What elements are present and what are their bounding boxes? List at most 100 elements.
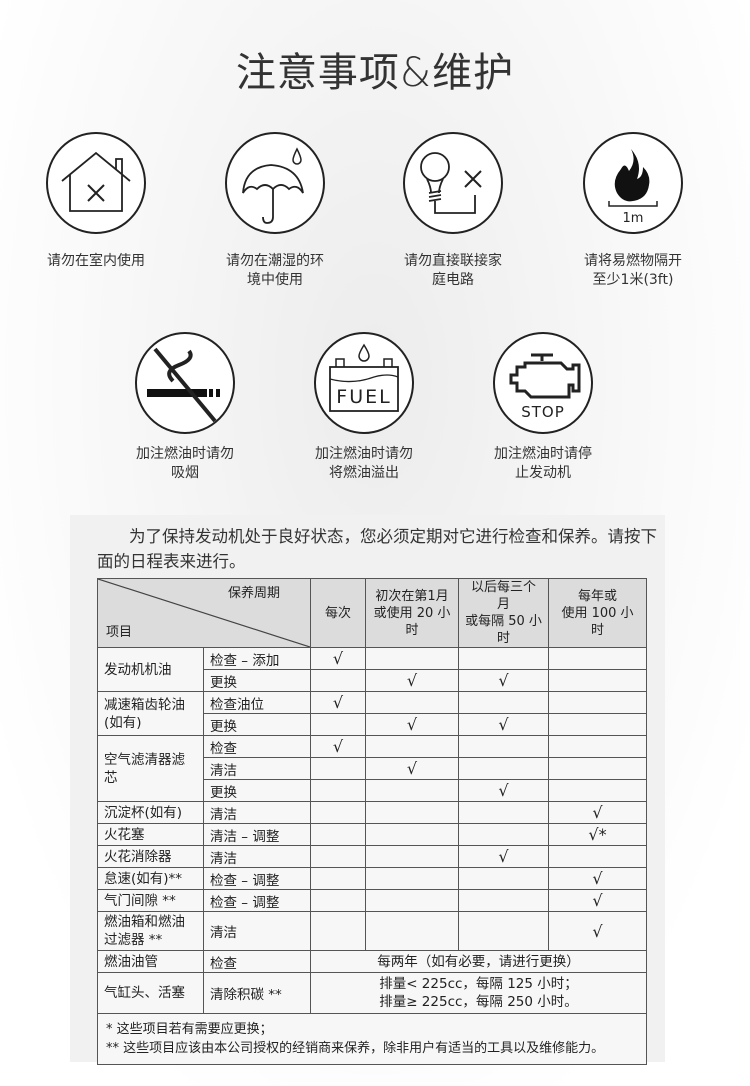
caption-line: 将燃油溢出: [329, 465, 399, 481]
action-cell: 更换: [203, 669, 311, 692]
empty-cell: [365, 647, 459, 670]
period-label: 保养周期: [227, 586, 280, 601]
caption-line: 加注燃油时请停: [494, 446, 592, 462]
notes-cell: * 这些项目若有需要应更换； ** 这些项目应该由本公司授权的经销商来保养，除非用…: [97, 1013, 647, 1065]
table-row: 空气滤清器滤芯 检查 √: [97, 735, 647, 802]
item-cell: 减速箱齿轮油(如有): [97, 691, 204, 736]
check-mark-cell: √: [548, 889, 647, 912]
interval-line: 排量< 225cc，每隔 125 小时；: [379, 976, 578, 992]
empty-cell: [548, 691, 647, 714]
column-header-line: 或每隔 50 小时: [465, 614, 542, 646]
warning-caption: 加注燃油时请勿 将燃油溢出: [289, 445, 439, 483]
item-cell: 火花塞: [97, 823, 204, 846]
action-cell: 更换: [203, 779, 311, 802]
empty-cell: [310, 823, 366, 846]
table-row: 燃油油管 检查 每两年（如有必要，请进行更换）: [97, 950, 647, 973]
caption-line: 加注燃油时请勿: [136, 446, 234, 462]
item-cell: 沉淀杯(如有): [97, 801, 204, 824]
fuel-tank-icon: FUEL: [312, 331, 416, 435]
table-row: 沉淀杯(如有) 清洁 √: [97, 801, 647, 824]
check-mark-cell: √: [365, 757, 459, 780]
action-cell: 清洁 – 调整: [203, 823, 311, 846]
empty-cell: [365, 889, 459, 912]
caption-line: 庭电路: [432, 272, 474, 288]
check-mark-cell: √: [458, 669, 549, 692]
warning-caption: 请勿直接联接家 庭电路: [378, 252, 528, 290]
column-header-line: 或使用 20 小时: [373, 605, 451, 638]
table-row: 气门间隙 ** 检查 – 调整 √: [97, 889, 647, 912]
item-cell: 怠速(如有)**: [97, 867, 204, 890]
action-cell: 清洁: [203, 801, 311, 824]
warning-caption: 请将易燃物隔开 至少1米(3ft): [558, 252, 708, 290]
empty-cell: [310, 669, 366, 692]
table-row: 火花消除器 清洁 √: [97, 845, 647, 868]
empty-cell: [310, 713, 366, 736]
item-cell: 空气滤清器滤芯: [97, 735, 204, 802]
column-header: 每年或 使用 100 小时: [548, 578, 647, 648]
caption-line: 至少1米(3ft): [592, 272, 674, 288]
empty-cell: [458, 647, 549, 670]
action-cell: 清除积碳 **: [203, 972, 311, 1014]
warning-caption: 请勿在潮湿的环 境中使用: [200, 252, 350, 290]
check-mark-cell: √: [310, 691, 366, 714]
table-row: 减速箱齿轮油(如有) 检查油位 √: [97, 691, 647, 736]
check-mark-cell: √: [548, 801, 647, 824]
empty-cell: [365, 911, 459, 951]
table-row: 更换 √ √: [98, 669, 647, 692]
check-mark-cell: √: [365, 713, 459, 736]
column-header-line: 初次在第1月: [375, 588, 449, 604]
empty-cell: [458, 735, 549, 758]
bulb-plug-x-icon: [401, 131, 505, 235]
column-header-line: 以后每三个月: [470, 580, 536, 612]
empty-cell: [310, 911, 366, 951]
table-row: 气缸头、活塞 清除积碳 ** 排量< 225cc，每隔 125 小时； 排量≥ 225…: [97, 972, 647, 1014]
column-header: 初次在第1月 或使用 20 小时: [365, 578, 459, 648]
item-cell: 火花消除器: [97, 845, 204, 868]
merged-interval-cell: 每两年（如有必要，请进行更换）: [310, 950, 647, 973]
notes-row: * 这些项目若有需要应更换； ** 这些项目应该由本公司授权的经销商来保养，除非用…: [97, 1013, 647, 1065]
item-label: 项目: [106, 625, 133, 640]
caption-line: 请勿在室内使用: [47, 253, 145, 269]
caption-line: 请勿在潮湿的环: [226, 253, 324, 269]
action-cell: 检查 – 调整: [203, 867, 311, 890]
warning-caption: 加注燃油时请勿 吸烟: [110, 445, 260, 483]
check-mark-cell: √: [458, 845, 549, 868]
empty-cell: [365, 801, 459, 824]
column-header: 每次: [310, 578, 366, 648]
empty-cell: [548, 735, 647, 758]
action-cell: 检查: [203, 735, 311, 758]
stop-label: STOP: [521, 403, 565, 421]
empty-cell: [548, 647, 647, 670]
warning-caption: 加注燃油时请停 止发动机: [468, 445, 618, 483]
merged-interval-cell: 排量< 225cc，每隔 125 小时； 排量≥ 225cc，每隔 250 小时。: [310, 972, 647, 1014]
empty-cell: [310, 757, 366, 780]
table-row: 火花塞 清洁 – 调整 √*: [97, 823, 647, 846]
empty-cell: [310, 867, 366, 890]
empty-cell: [458, 911, 549, 951]
action-cell: 检查 – 调整: [203, 889, 311, 912]
empty-cell: [365, 735, 459, 758]
column-header: 以后每三个月 或每隔 50 小时: [458, 578, 549, 648]
caption-line: 吸烟: [171, 465, 199, 481]
check-mark-cell: √: [365, 669, 459, 692]
note-line: * 这些项目若有需要应更换；: [106, 1022, 273, 1037]
action-cell: 清洁: [203, 911, 311, 951]
empty-cell: [458, 867, 549, 890]
check-mark-cell: √: [458, 779, 549, 802]
empty-cell: [365, 691, 459, 714]
caption-line: 境中使用: [247, 272, 303, 288]
no-smoking-icon: [133, 331, 237, 435]
empty-cell: [458, 801, 549, 824]
page-title: 注意事项&维护: [235, 50, 515, 96]
fire-distance-label: 1m: [623, 211, 644, 226]
caption-line: 请勿直接联接家: [404, 253, 502, 269]
table-row: 燃油箱和燃油过滤器 ** 清洁 √: [97, 911, 647, 951]
interval-line: 排量≥ 225cc，每隔 250 小时。: [379, 994, 578, 1010]
check-mark-cell: √: [548, 867, 647, 890]
empty-cell: [365, 845, 459, 868]
table-row: 清洁 √: [98, 757, 647, 780]
column-header-line: 每次: [324, 605, 351, 621]
action-cell: 清洁: [203, 757, 311, 780]
action-cell: 检查油位: [203, 691, 311, 714]
maintenance-schedule-table: 保养周期 项目 每次 初次在第1月 或使用 20 小时 以后每三个月 或每隔 50 …: [97, 578, 647, 1065]
